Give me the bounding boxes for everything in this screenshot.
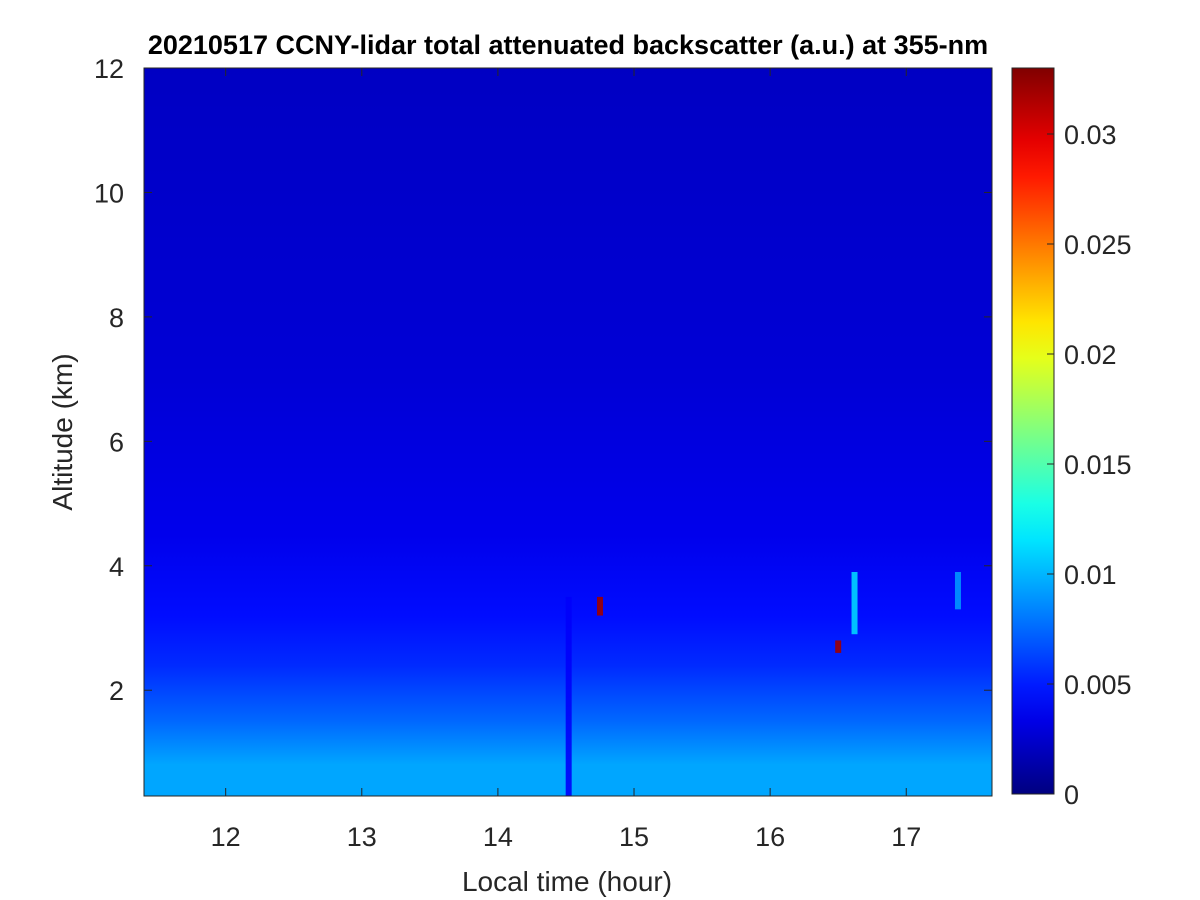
colorbar-tick-label: 0.005 [1064, 670, 1132, 700]
heatmap-feature-4 [851, 572, 858, 635]
y-tick-label: 4 [109, 552, 124, 582]
y-axis-label: Altitude (km) [47, 353, 78, 510]
colorbar-frame [1011, 67, 1055, 795]
x-tick-label: 17 [891, 822, 921, 852]
heatmap-features [565, 572, 961, 796]
y-tick-label: 10 [94, 178, 124, 208]
chart-title: 20210517 CCNY-lidar total attenuated bac… [148, 30, 988, 60]
x-axis: 12 13 14 15 16 17 [211, 68, 921, 852]
y-tick-label: 2 [109, 676, 124, 706]
colorbar-tick-label: 0.01 [1064, 560, 1117, 590]
colorbar-tick-label: 0 [1064, 780, 1079, 810]
x-tick-label: 13 [347, 822, 377, 852]
colorbar-tick-label: 0.015 [1064, 450, 1132, 480]
y-tick-label: 12 [94, 54, 124, 84]
y-tick-label: 6 [109, 427, 124, 457]
colorbar-ticks: 0 0.005 0.01 0.015 0.02 0.025 0.03 [1047, 120, 1132, 810]
x-tick-label: 15 [619, 822, 649, 852]
x-axis-label: Local time (hour) [462, 866, 672, 897]
colorbar: 0 0.005 0.01 0.015 0.02 0.025 0.03 [1011, 67, 1132, 810]
heatmap-feature-2 [596, 596, 603, 616]
x-tick-label: 14 [483, 822, 513, 852]
heatmap-feature-1 [565, 596, 572, 796]
colorbar-tick-label: 0.03 [1064, 120, 1117, 150]
x-tick-label: 12 [211, 822, 241, 852]
colorbar-tick-label: 0.025 [1064, 230, 1132, 260]
plot-area [143, 67, 993, 797]
heatmap-feature-5 [954, 572, 961, 610]
plot-frame [143, 67, 993, 797]
y-axis: 2 4 6 8 10 12 [94, 54, 992, 706]
x-tick-label: 16 [755, 822, 785, 852]
y-tick-label: 8 [109, 303, 124, 333]
heatmap-feature-3 [835, 640, 842, 653]
colorbar-tick-label: 0.02 [1064, 340, 1117, 370]
colorbar-scale [1012, 68, 1054, 794]
